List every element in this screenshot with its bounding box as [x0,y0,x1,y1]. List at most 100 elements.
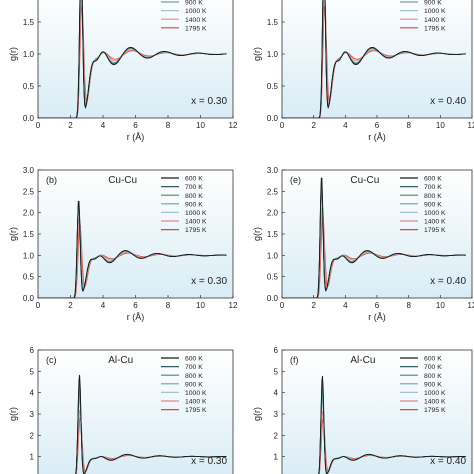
y-tick-label: 5 [274,367,279,376]
legend-entry: 1400 K [185,17,207,24]
y-tick-label: 0.5 [267,82,279,91]
x-tick-label: 2 [311,301,316,310]
x-tick-label: 8 [406,121,411,130]
y-tick-label: 2 [30,431,35,440]
x-tick-label: 2 [68,301,73,310]
x-tick-label: 6 [133,301,138,310]
legend-entry: 1000 K [424,390,446,397]
y-tick-label: 2.5 [267,187,279,196]
series-group [282,177,466,298]
x-tick-label: 2 [311,121,316,130]
panel-label: (c) [46,355,57,365]
legend-entry: 1400 K [424,17,446,24]
y-tick-label: 1.5 [23,230,35,239]
y-tick-label: 3.0 [267,166,279,175]
plot-area [37,0,234,119]
legend-entry: 600 K [185,356,203,363]
legend-entry: 1000 K [424,8,446,15]
legend-entry: 700 K [185,364,203,371]
legend-entry: 900 K [185,0,203,7]
y-tick-label: 1.5 [267,230,279,239]
legend-entry: 800 K [424,193,442,200]
legend-entry: 1400 K [185,399,207,406]
composition-annotation: x = 0.30 [191,96,227,107]
x-axis-label: r (Å) [368,312,386,322]
x-tick-label: 0 [36,301,41,310]
y-tick-label: 1.5 [267,18,279,27]
plot-area [37,349,234,474]
legend-entry: 900 K [424,201,442,208]
y-axis-label: g(r) [252,227,262,241]
series-group [38,200,227,298]
y-tick-label: 1 [274,453,279,462]
y-tick-label: 4 [274,389,279,398]
x-tick-label: 10 [196,301,205,310]
legend-entry: 1400 K [424,219,446,226]
x-tick-label: 0 [36,121,41,130]
legend-entry: 900 K [424,381,442,388]
legend-entry: 1795 K [185,25,207,32]
x-tick-label: 8 [166,301,171,310]
y-tick-label: 3.0 [23,166,35,175]
x-tick-label: 8 [166,121,171,130]
series-group [282,0,466,118]
legend-entry: 900 K [185,381,203,388]
panel-top-left: 0.0 0.5 1.0 1.5 0 2 4 6 8 10 12 r (Å) g(r) x = 0.30 90… [8,0,238,142]
panel-top-right: 0.0 0.5 1.0 1.5 0 2 4 6 8 10 12 r (Å) g(r) x = 0.40 90… [252,0,474,142]
x-tick-label: 8 [406,301,411,310]
x-tick-label: 10 [436,301,445,310]
series-line-600-K [282,177,466,298]
x-axis-label: r (Å) [127,312,145,322]
y-axis-label: g(r) [8,407,18,421]
legend-entry: 900 K [424,0,442,7]
series-line-600-K [318,375,466,474]
y-tick-label: 1.0 [267,251,279,260]
panel-label: (f) [290,355,299,365]
y-tick-label: 3 [30,410,35,419]
y-tick-label: 2.0 [267,209,279,218]
panel-e: 0.0 0.5 1.0 1.5 2.0 2.5 3.0 0 2 4 6 8 10 12 r (Å) g(r) (… [252,166,474,322]
series-group [318,375,466,474]
y-tick-label: 0.5 [23,273,35,282]
legend-entry: 1795 K [185,227,207,234]
x-axis-label: r (Å) [368,132,386,142]
x-tick-label: 6 [375,121,380,130]
y-tick-label: 1.0 [267,50,279,59]
legend-entry: 1795 K [185,407,207,414]
y-tick-label: 6 [274,346,279,355]
x-tick-label: 6 [375,301,380,310]
series-line-600-K [38,200,227,298]
legend-entry: 700 K [185,184,203,191]
legend-entry: 700 K [424,184,442,191]
series-line-600-K [282,0,466,118]
composition-annotation: x = 0.30 [191,456,227,467]
x-tick-label: 10 [196,121,205,130]
y-tick-label: 0.5 [23,82,35,91]
x-tick-label: 12 [468,121,474,130]
y-axis-label: g(r) [8,47,18,61]
x-tick-label: 0 [280,121,285,130]
x-tick-label: 4 [343,121,348,130]
y-axis-label: g(r) [252,407,262,421]
x-axis-label: r (Å) [127,132,145,142]
composition-annotation: x = 0.40 [430,456,466,467]
legend-entry: 1795 K [424,25,446,32]
legend-entry: 1000 K [185,210,207,217]
y-tick-label: 1.0 [23,50,35,59]
y-tick-label: 0.5 [267,273,279,282]
series-line-600-K [75,374,227,474]
legend-entry: 900 K [185,201,203,208]
plot-area [281,0,473,119]
x-tick-label: 4 [343,301,348,310]
y-tick-label: 2.5 [23,187,35,196]
y-tick-label: 0.0 [23,114,35,123]
panel-label: (b) [46,175,57,185]
legend-entry: 1000 K [185,390,207,397]
legend-entry: 1000 K [424,210,446,217]
legend-entry: 800 K [185,193,203,200]
y-tick-label: 1.0 [23,251,35,260]
series-group [38,0,227,118]
